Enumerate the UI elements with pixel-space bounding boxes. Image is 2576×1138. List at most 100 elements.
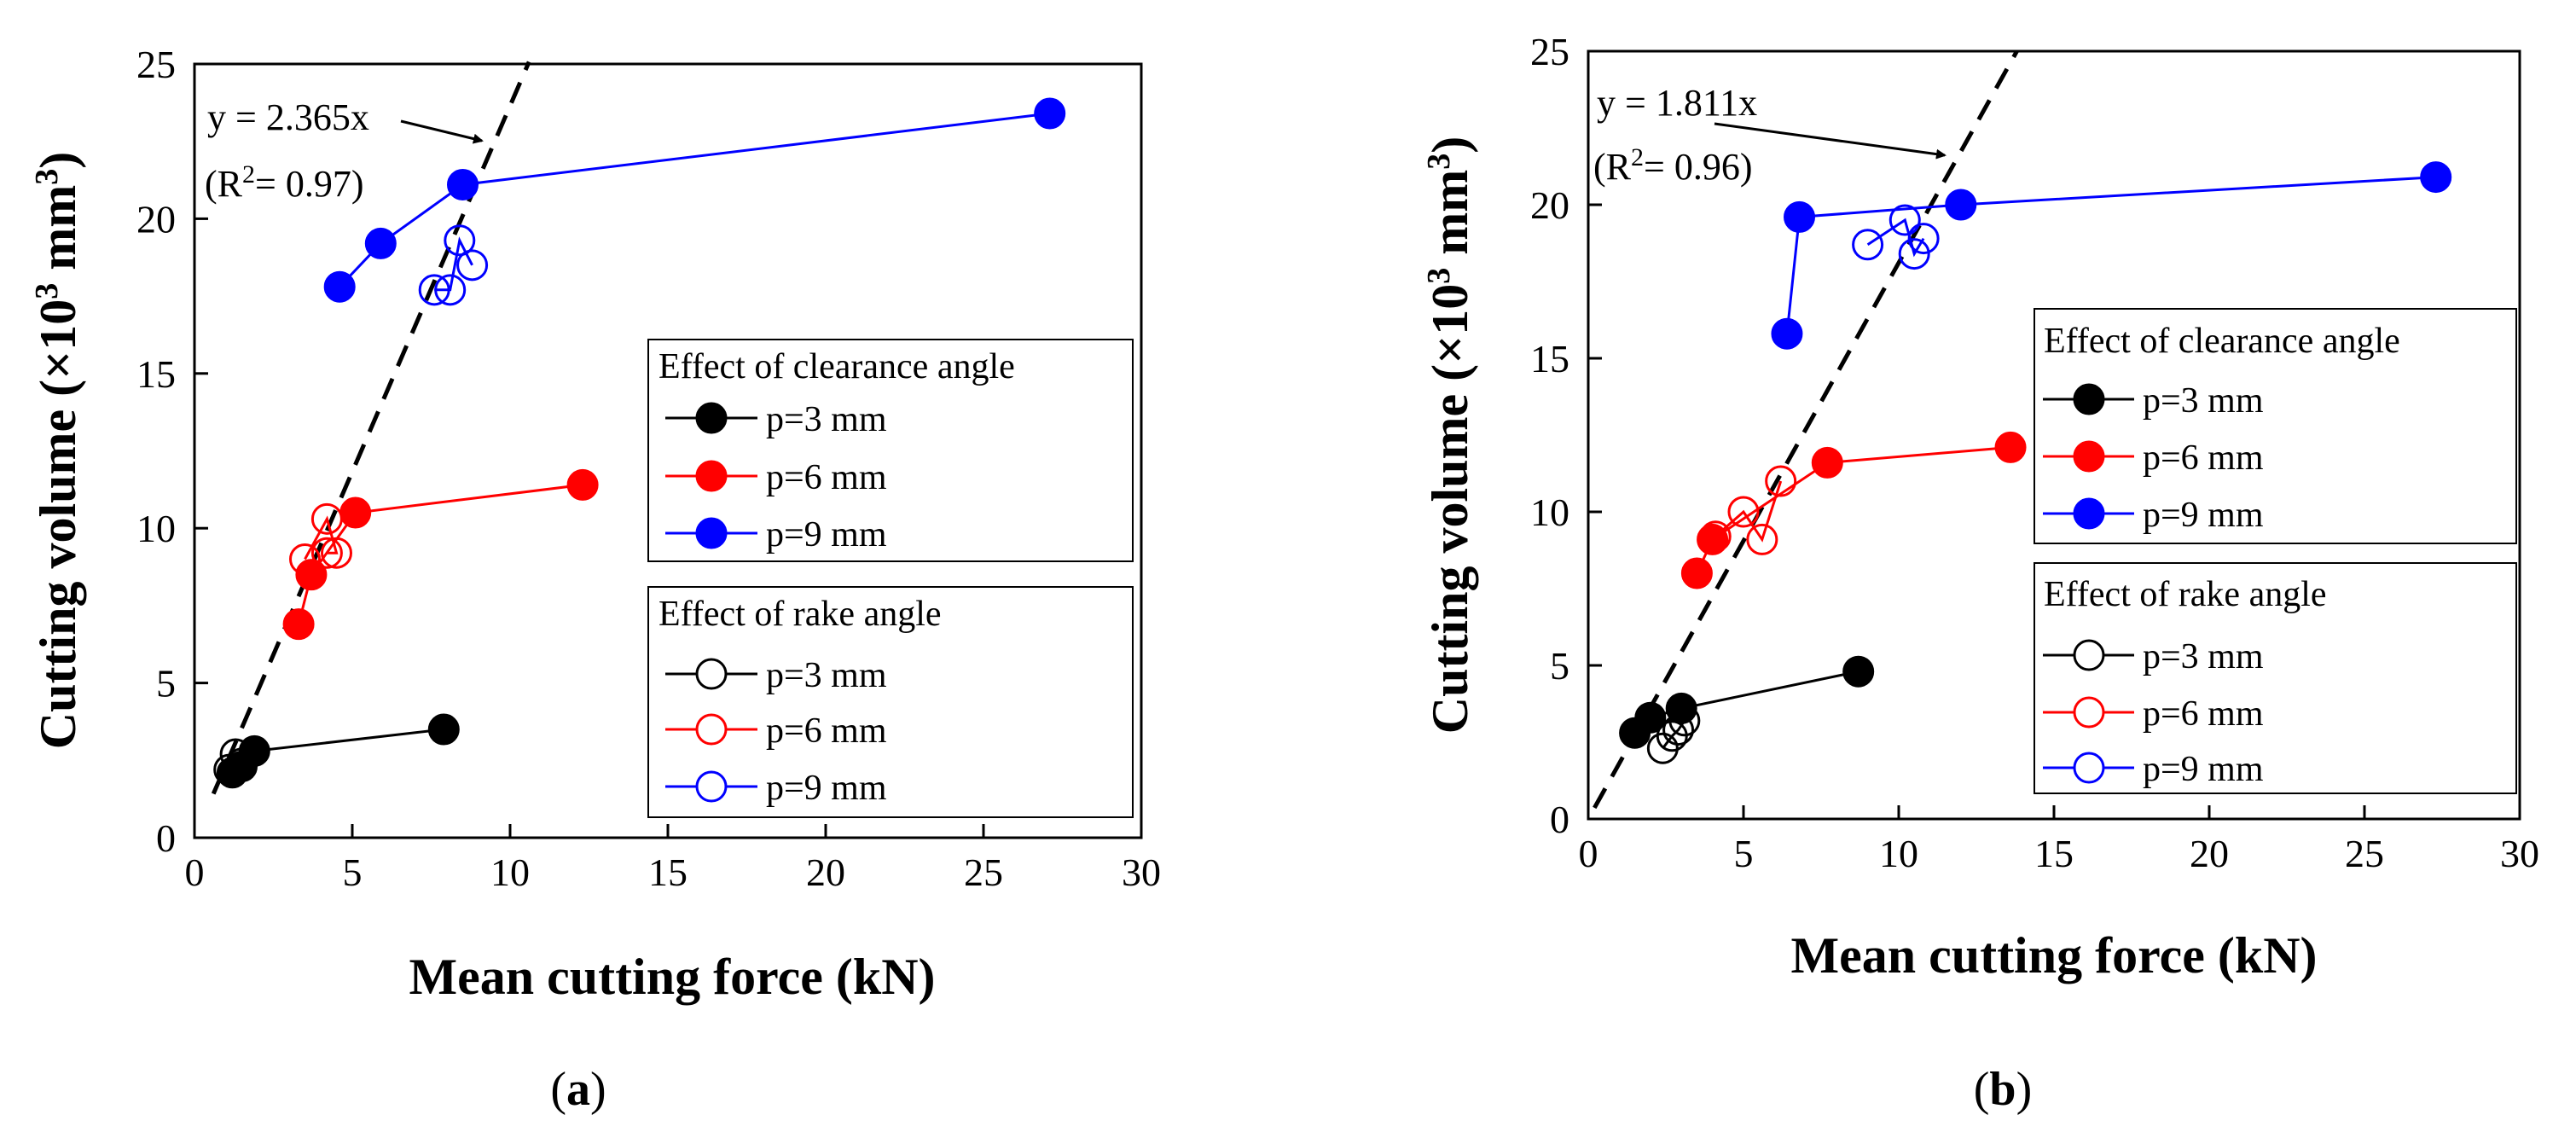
legend-title-clearance-b: Effect of clearance angle xyxy=(2044,322,2400,361)
y-tick-label: 20 xyxy=(1530,183,1569,227)
data-point xyxy=(323,270,356,303)
legend-box-rake-a xyxy=(647,586,1134,818)
data-point xyxy=(1898,238,1930,270)
fit-r2-b: (R2= 0.96) xyxy=(1593,143,1752,189)
legend-label: p=3 mm xyxy=(2143,381,2264,421)
x-axis-title-b: Mean cutting force (kN) xyxy=(1790,927,2317,984)
x-tick-label: 15 xyxy=(2034,832,2074,875)
legend-entry-a-2: p=6 mm xyxy=(665,458,887,497)
data-point xyxy=(444,224,476,257)
data-point xyxy=(447,168,479,200)
data-point xyxy=(1888,204,1921,236)
legend-entry-b-3: p=9 mm xyxy=(2043,496,2264,535)
data-point xyxy=(310,502,343,535)
fit-equation-b: y = 1.811x xyxy=(1597,82,1757,124)
legend-entry-a-1: p=3 mm xyxy=(665,400,887,439)
x-tick-label: 5 xyxy=(1734,832,1754,875)
x-tick-label: 0 xyxy=(1579,832,1598,875)
y-tick-label: 0 xyxy=(1550,798,1569,841)
data-point xyxy=(295,559,328,591)
series-line xyxy=(1696,445,2011,574)
data-point xyxy=(321,537,352,569)
data-point xyxy=(226,747,258,780)
series-line xyxy=(304,515,339,560)
plot-area-a xyxy=(211,61,1066,795)
legend-a: Effect of clearance angle p=3 mm p=6 mm … xyxy=(647,339,1134,818)
legend-label: p=9 mm xyxy=(766,515,887,554)
legend-entry-b-6: p=9 mm xyxy=(2043,750,2264,789)
fit-equation-a: y = 2.365x xyxy=(207,96,369,138)
legend-title-clearance-a: Effect of clearance angle xyxy=(659,347,1015,386)
y-tick-label: 15 xyxy=(1530,337,1569,380)
data-point xyxy=(427,713,460,746)
data-point xyxy=(364,227,397,259)
data-point xyxy=(1811,446,1843,479)
x-tick-label: 25 xyxy=(2345,832,2384,875)
panel-label-b: (b) xyxy=(1974,1063,2032,1116)
data-point xyxy=(1842,655,1875,688)
legend-label: p=6 mm xyxy=(2143,694,2264,734)
legend-box-clearance-b xyxy=(2034,308,2517,544)
y-tick-label: 0 xyxy=(156,816,176,860)
chart-panel-b: 0 5 10 15 20 25 30 0 5 10 15 20 25 Cutting volume (×… xyxy=(1421,30,2539,1116)
legend-title-rake-a: Effect of rake angle xyxy=(659,595,942,634)
legend-b: Effect of clearance angle p=3 mm p=6 mm … xyxy=(2034,308,2517,794)
x-tick-label: 5 xyxy=(343,851,363,894)
data-point xyxy=(339,496,372,529)
series-line xyxy=(339,112,1050,288)
x-tick-label: 30 xyxy=(2500,832,2539,875)
legend-title-rake-b: Effect of rake angle xyxy=(2044,575,2327,614)
data-point xyxy=(1680,557,1713,589)
x-axis-title-a: Mean cutting force (kN) xyxy=(409,949,935,1005)
legend-entry-b-1: p=3 mm xyxy=(2043,381,2264,421)
data-point xyxy=(1994,431,2027,463)
series-line xyxy=(1714,480,1783,543)
data-point xyxy=(1771,317,1803,350)
y-tick-label: 25 xyxy=(1530,30,1569,73)
legend-entry-b-5: p=6 mm xyxy=(2043,694,2264,734)
legend-label: p=6 mm xyxy=(766,711,887,751)
legend-label: p=3 mm xyxy=(766,400,887,439)
panel-label-a: (a) xyxy=(550,1063,606,1116)
data-point xyxy=(1765,465,1797,497)
data-point xyxy=(566,468,599,501)
fit-arrow-a xyxy=(400,119,484,144)
y-axis-title-a: Cutting volume (×103 mm3) xyxy=(29,152,86,749)
data-point xyxy=(2420,161,2452,194)
x-tick-label: 20 xyxy=(2190,832,2229,875)
data-point xyxy=(1668,705,1701,737)
x-tick-label: 20 xyxy=(806,851,845,894)
data-point xyxy=(1852,229,1884,261)
data-point xyxy=(434,274,467,306)
data-point xyxy=(1784,200,1816,233)
data-point xyxy=(456,249,489,282)
y-tick-label: 10 xyxy=(1530,491,1569,534)
y-tick-label: 10 xyxy=(136,507,176,550)
fit-r2-a: (R2= 0.97) xyxy=(205,160,363,206)
legend-label: p=3 mm xyxy=(766,656,887,695)
y-axis-title-b: Cutting volume (×103 mm3) xyxy=(1421,136,1478,734)
legend-box-clearance-a xyxy=(647,339,1134,562)
x-tick-label: 25 xyxy=(964,851,1003,894)
data-point xyxy=(1634,701,1667,734)
y-tick-label: 15 xyxy=(136,352,176,396)
data-point xyxy=(219,738,252,770)
data-point xyxy=(1727,496,1760,528)
x-tick-label: 0 xyxy=(185,851,205,894)
data-point xyxy=(1945,189,1977,221)
legend-entry-b-2: p=6 mm xyxy=(2043,438,2264,478)
data-point xyxy=(418,274,450,306)
legend-entry-a-6: p=9 mm xyxy=(665,769,887,808)
data-point xyxy=(1034,97,1066,130)
legend-entry-a-5: p=6 mm xyxy=(665,711,887,751)
x-tick-label: 10 xyxy=(490,851,530,894)
legend-label: p=6 mm xyxy=(2143,438,2264,478)
data-point xyxy=(1907,223,1940,255)
series-line xyxy=(1785,176,2436,334)
chart-panel-a: 0 5 10 15 20 25 30 0 5 10 15 20 25 Cutting volume (×… xyxy=(29,43,1161,1116)
y-tick-label: 5 xyxy=(156,662,176,705)
legend-entry-a-4: p=3 mm xyxy=(665,656,887,695)
data-point xyxy=(1699,520,1732,553)
x-tick-label: 10 xyxy=(1879,832,1918,875)
